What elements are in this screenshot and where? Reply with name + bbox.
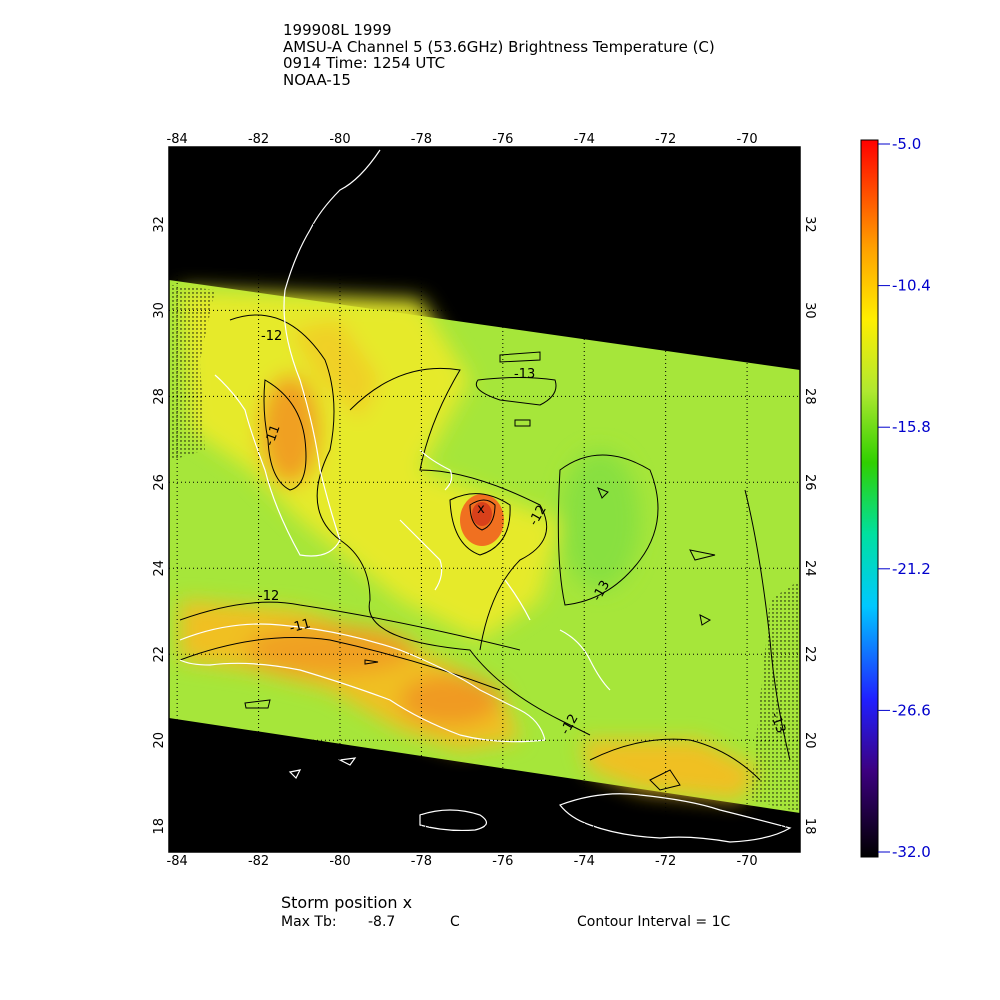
lon-tick-bottom: -80 <box>329 854 350 869</box>
contour-label: -11 <box>262 423 283 448</box>
lon-tick-bottom: -84 <box>167 854 188 869</box>
lon-tick-top: -72 <box>655 132 676 147</box>
colorbar-tick-label: -15.8 <box>892 418 931 436</box>
colorbar-ticks: -5.0 -10.4 -15.8 -21.2 -26.6 -32.0 <box>878 135 931 861</box>
lat-tick-right: 22 <box>802 646 817 663</box>
colorbar-tick-label: -10.4 <box>892 277 931 295</box>
colorbar-tick-label: -21.2 <box>892 560 931 578</box>
storm-position-marker: x <box>477 502 485 517</box>
lon-tick-top: -70 <box>736 132 757 147</box>
lat-tick-left: 18 <box>152 818 167 835</box>
contour-interval: Contour Interval = 1C <box>577 914 731 930</box>
plot-header: 199908L 1999 AMSU-A Channel 5 (53.6GHz) … <box>283 22 715 88</box>
lat-tick-right: 32 <box>802 216 817 233</box>
lat-tick-right: 18 <box>802 818 817 835</box>
lon-tick-bottom: -74 <box>574 854 595 869</box>
colorbar-tick-label: -5.0 <box>892 135 921 153</box>
lon-tick-top: -74 <box>574 132 595 147</box>
lon-tick-top: -82 <box>248 132 269 147</box>
contour-label: -12 <box>261 329 282 344</box>
lat-tick-left: 30 <box>152 302 167 319</box>
map-border <box>168 146 801 853</box>
lon-tick-bottom: -72 <box>655 854 676 869</box>
channel-title: AMSU-A Channel 5 (53.6GHz) Brightness Te… <box>283 37 715 56</box>
lon-tick-top: -76 <box>492 132 513 147</box>
colorbar <box>860 139 879 858</box>
lon-tick-top: -84 <box>167 132 188 147</box>
storm-id: 199908L 1999 <box>283 21 392 39</box>
storm-position-label: Storm position x <box>281 893 413 912</box>
lat-tick-right: 28 <box>802 388 817 405</box>
lat-tick-right: 20 <box>802 732 817 749</box>
lat-tick-right: 26 <box>802 474 817 491</box>
lon-tick-top: -80 <box>329 132 350 147</box>
satellite-name: NOAA-15 <box>283 70 351 89</box>
axis-ticks: -84 -84 -82 -82 -80 -80 -78 -78 -76 -76 -74 -74 -72 -… <box>152 132 817 869</box>
lat-tick-left: 22 <box>152 646 167 663</box>
lat-lon-grid <box>169 147 800 852</box>
contour-label: -13 <box>767 710 788 735</box>
lat-tick-right: 30 <box>802 302 817 319</box>
lat-tick-left: 20 <box>152 732 167 749</box>
max-tb-value: -8.7 <box>368 914 396 930</box>
lat-tick-left: 32 <box>152 216 167 233</box>
contour-label: -12 <box>258 589 279 604</box>
lat-tick-left: 26 <box>152 474 167 491</box>
coastlines <box>179 149 792 843</box>
lon-tick-top: -78 <box>411 132 432 147</box>
colorbar-tick-label: -32.0 <box>892 843 931 861</box>
colorbar-tick-label: -26.6 <box>892 701 931 719</box>
lat-tick-left: 28 <box>152 388 167 405</box>
contour-label: -11 <box>288 616 312 636</box>
lat-tick-left: 24 <box>152 560 167 577</box>
lat-tick-right: 24 <box>802 560 817 577</box>
time-stamp: 0914 Time: 1254 UTC <box>283 54 446 72</box>
max-tb-label: Max Tb: <box>281 914 337 930</box>
contour-label: -13 <box>514 367 535 382</box>
max-tb-unit: C <box>450 914 460 930</box>
lon-tick-bottom: -70 <box>736 854 757 869</box>
lon-tick-bottom: -82 <box>248 854 269 869</box>
lon-tick-bottom: -76 <box>492 854 513 869</box>
lon-tick-bottom: -78 <box>411 854 432 869</box>
